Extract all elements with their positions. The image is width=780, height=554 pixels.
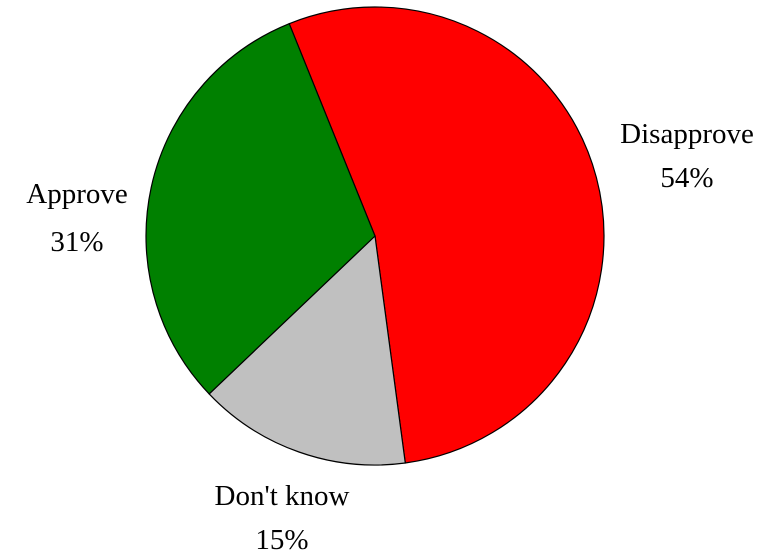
pie-slice-disapprove xyxy=(288,6,605,464)
pie-slice-approve xyxy=(145,22,376,395)
pie-slices xyxy=(145,6,605,466)
pie-slice-don-t-know xyxy=(208,234,406,466)
slice-name-disapprove: Disapprove xyxy=(620,118,754,150)
slice-name-dont-know: Don't know xyxy=(215,480,350,512)
slice-value-approve: 31% xyxy=(50,226,103,258)
slice-label-dont-know: Don't know 15% xyxy=(215,480,350,554)
slice-value-disapprove: 54% xyxy=(660,162,713,194)
slice-label-disapprove: Disapprove 54% xyxy=(620,118,754,194)
slice-name-approve: Approve xyxy=(26,178,127,210)
slice-value-dont-know: 15% xyxy=(255,524,308,554)
slice-label-approve: Approve 31% xyxy=(26,178,127,258)
